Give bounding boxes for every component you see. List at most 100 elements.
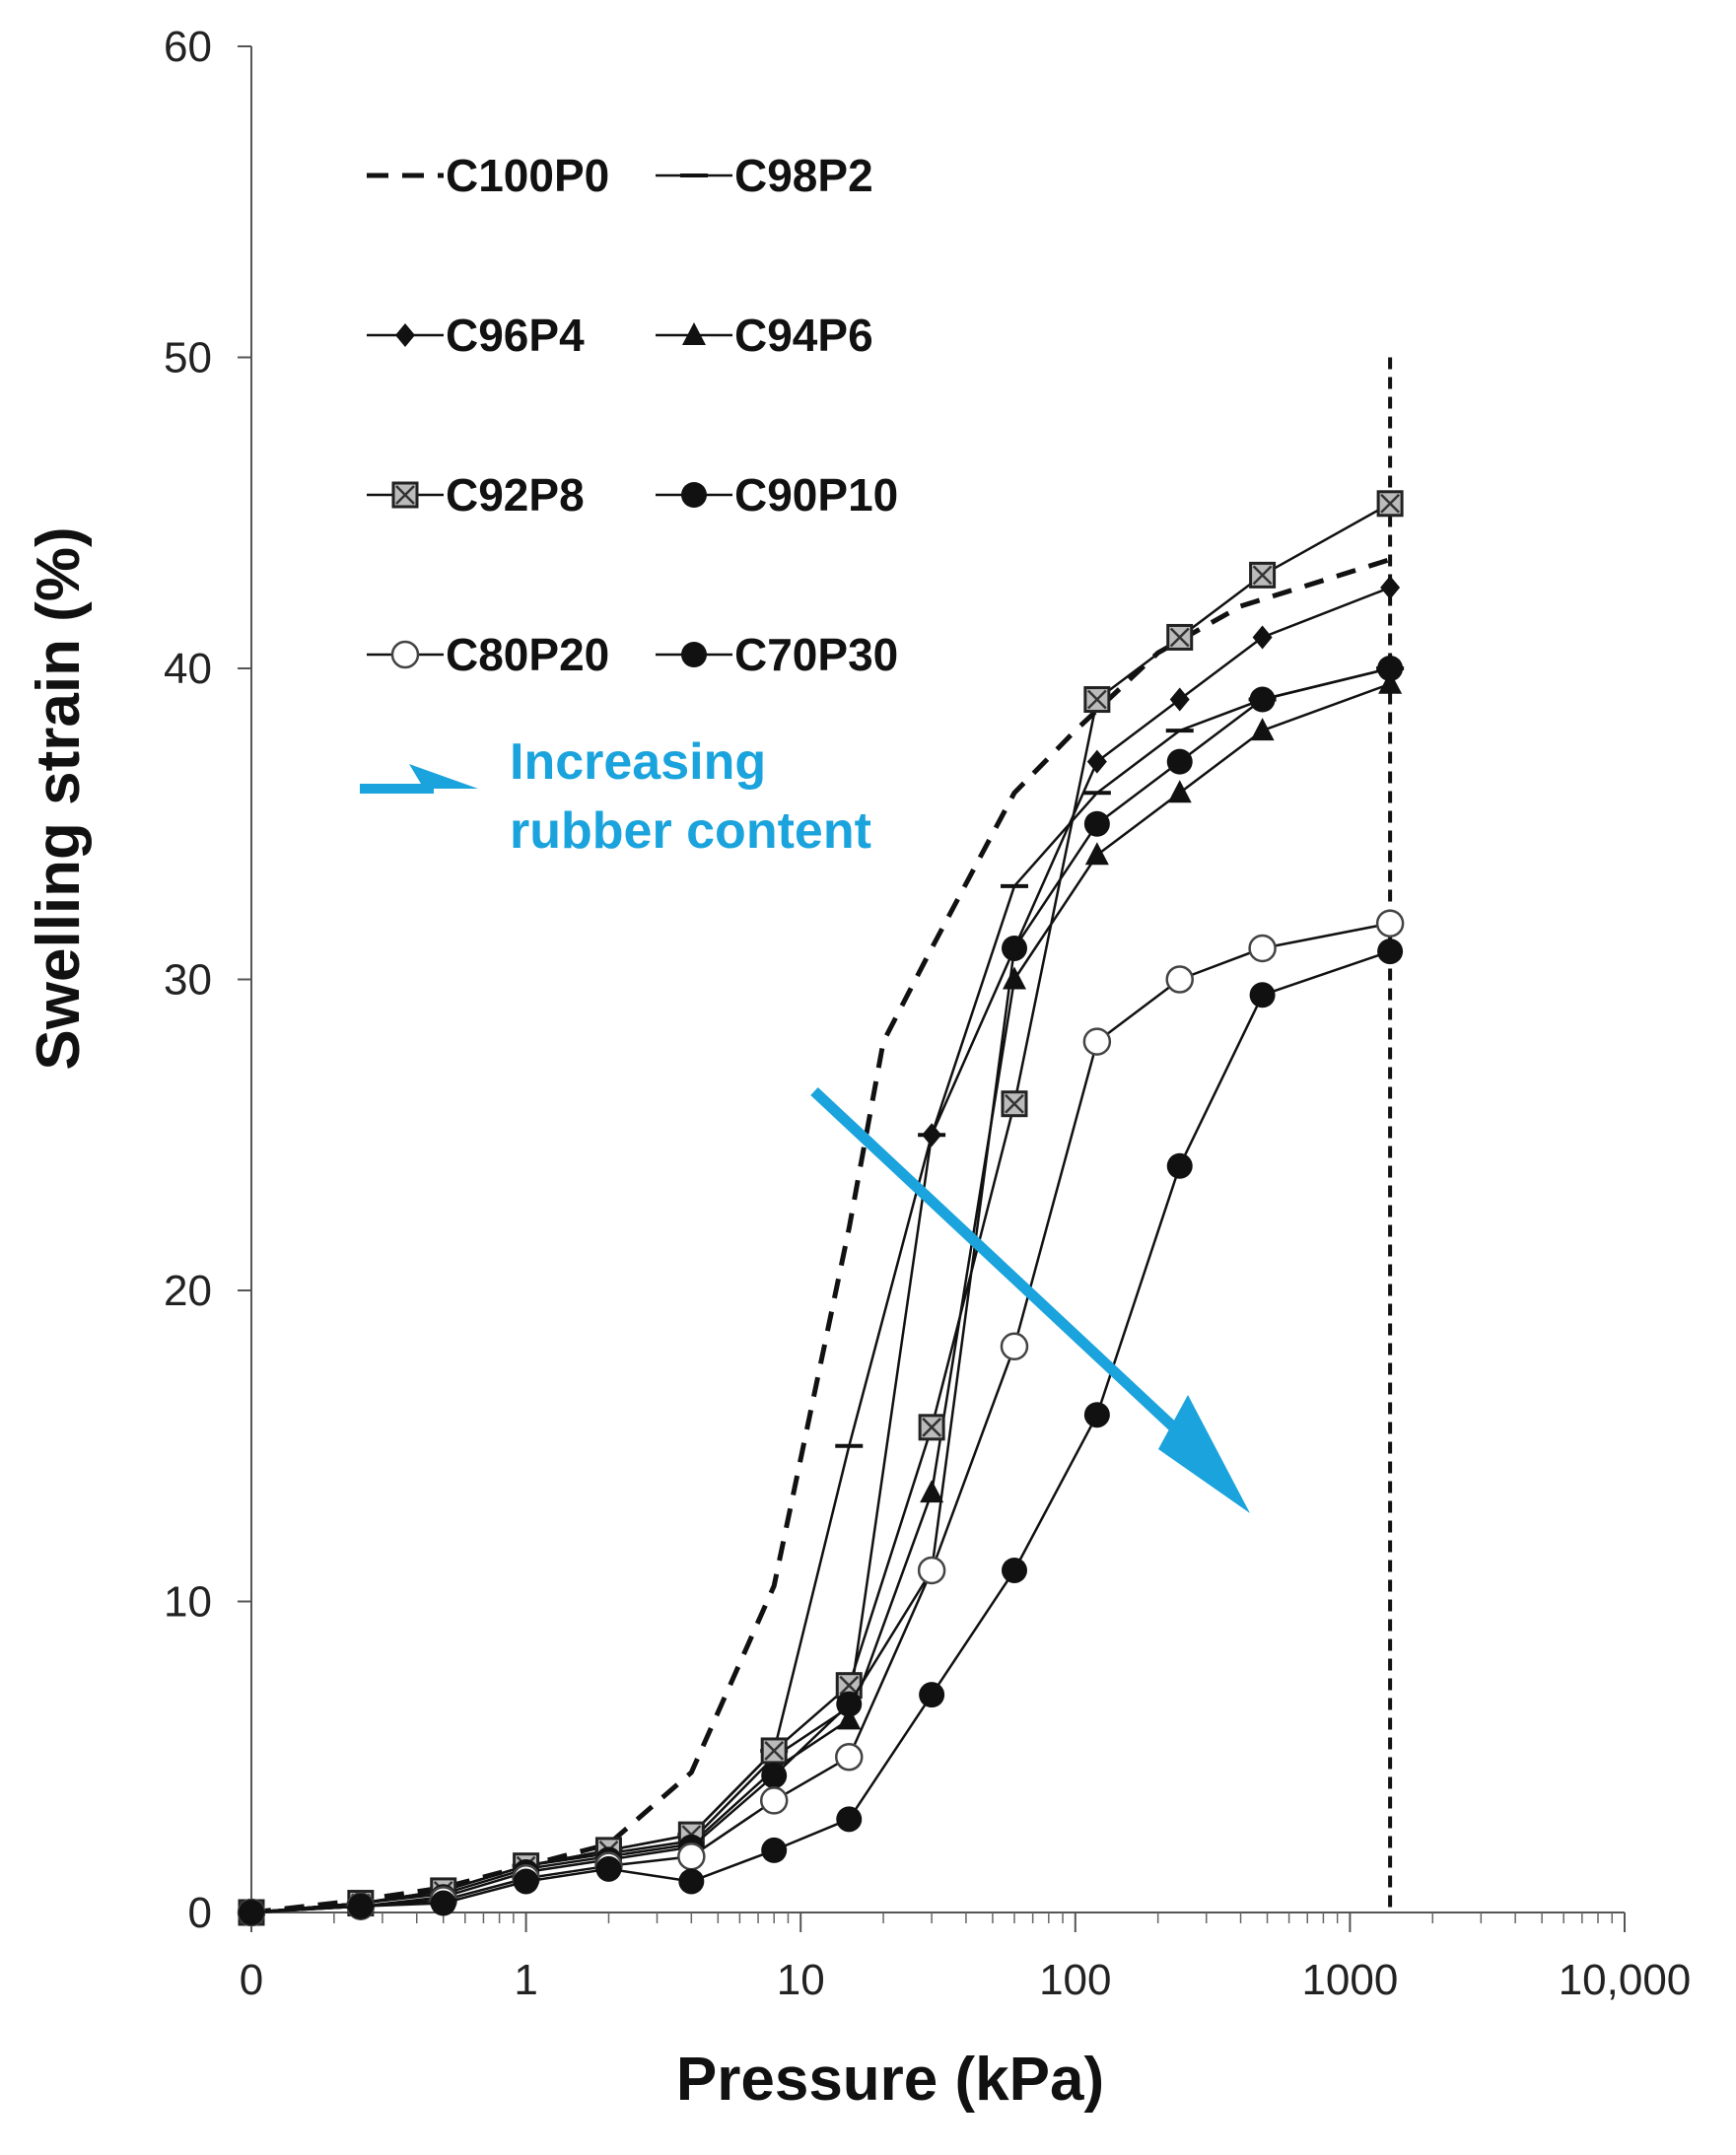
data-point-c70p30 (430, 1890, 456, 1916)
series-line-c80p20 (250, 922, 1391, 1914)
legend-item-c92p8: C92P8 (367, 469, 585, 521)
legend-marker-shape (682, 322, 706, 345)
data-point-c80p20-shape (1165, 965, 1194, 994)
legend-label: C80P20 (446, 629, 609, 680)
data-point-c96p4 (1086, 749, 1107, 774)
data-point-c70p30 (513, 1868, 539, 1895)
data-point-c96p4-shape (1252, 625, 1273, 650)
data-point-c94p6 (1250, 718, 1275, 741)
data-point-c96p4 (922, 1123, 942, 1147)
data-point-c80p20 (1375, 909, 1405, 938)
legend-marker (681, 482, 707, 508)
data-point-c90p10-shape (1001, 935, 1027, 961)
data-point-c96p4-shape (1086, 749, 1107, 774)
series-line-c92p8 (250, 502, 1391, 1914)
data-point-c80p20 (835, 1743, 864, 1772)
data-point-c80p20-shape (1375, 909, 1405, 938)
legend-marker (390, 640, 420, 669)
legend-item-c96p4: C96P4 (367, 310, 585, 361)
data-point-c80p20-shape (1248, 934, 1277, 963)
data-point-c80p20-shape (759, 1786, 789, 1815)
x-axis-title: Pressure (kPa) (676, 2046, 1104, 2114)
data-point-c94p6-shape (1250, 718, 1275, 741)
data-point-c70p30-shape (1083, 1402, 1110, 1428)
data-point-c94p6-shape (1084, 842, 1109, 866)
data-point-c90p10-shape (761, 1763, 788, 1789)
data-point-c70p30 (1001, 1557, 1027, 1583)
y-tick-label: 20 (164, 1267, 212, 1315)
data-point-c94p6 (920, 1480, 944, 1503)
legend-marker-shape (390, 640, 420, 669)
y-tick-label: 50 (164, 334, 212, 382)
data-point-c70p30-shape (1001, 1557, 1027, 1583)
data-point-c70p30-shape (919, 1682, 945, 1708)
data-point-c70p30 (1166, 1152, 1193, 1179)
data-point-c70p30-shape (430, 1890, 456, 1916)
annotation-text-line: Increasing (510, 733, 766, 791)
series-group (237, 490, 1405, 1927)
data-point-c92p8-cross (764, 1741, 785, 1761)
data-point-c92p8-cross (1169, 627, 1190, 648)
trend-arrow-shaft (810, 1086, 1212, 1464)
legend-label: C70P30 (734, 629, 898, 680)
data-point-c80p20 (759, 1786, 789, 1815)
data-point-c70p30 (1249, 982, 1276, 1008)
data-point-c80p20 (677, 1842, 706, 1871)
data-point-c94p6 (1167, 780, 1192, 803)
legend-label: C100P0 (446, 150, 609, 201)
data-point-c70p30 (836, 1806, 863, 1833)
data-point-c70p30 (1083, 1402, 1110, 1428)
data-point-c80p20-shape (917, 1556, 946, 1585)
trend-arrow-head-icon (1158, 1395, 1250, 1513)
y-tick-label: 10 (164, 1578, 212, 1627)
series-c92p8 (238, 490, 1404, 1926)
data-point-c90p10-shape (1083, 810, 1110, 837)
legend-marker (682, 322, 706, 345)
data-point-c70p30 (761, 1837, 788, 1863)
legend-marker (391, 481, 419, 509)
legend-item-c94p6: C94P6 (656, 310, 873, 361)
data-point-c70p30-shape (761, 1837, 788, 1863)
data-point-c70p30-shape (513, 1868, 539, 1895)
data-point-c70p30 (595, 1855, 622, 1882)
data-point-c92p8-cross (1252, 565, 1273, 586)
legend-marker (681, 642, 707, 667)
data-point-c70p30 (347, 1893, 374, 1919)
data-point-c94p6 (1378, 670, 1403, 694)
data-point-c70p30-shape (1249, 982, 1276, 1008)
data-point-c96p4-shape (922, 1123, 942, 1147)
x-tick-label: 100 (1039, 1956, 1111, 2004)
data-point-c92p8 (1249, 561, 1277, 589)
data-point-c94p6-shape (920, 1480, 944, 1503)
data-point-c96p4-shape (1380, 575, 1401, 599)
data-point-c94p6-shape (837, 1706, 862, 1730)
legend-item-c80p20: C80P20 (367, 629, 609, 680)
legend-label: C92P8 (446, 469, 585, 521)
data-point-c92p8 (918, 1414, 945, 1441)
data-point-c70p30 (239, 1900, 264, 1925)
data-point-c96p4 (1252, 625, 1273, 650)
data-point-c92p8-cross (1380, 493, 1400, 514)
legend-marker-shape (395, 323, 415, 347)
data-point-c70p30 (1377, 938, 1404, 965)
data-point-c70p30-shape (678, 1868, 705, 1895)
legend-marker-cross (395, 485, 415, 505)
legend-item-c70p30: C70P30 (656, 629, 898, 680)
x-tick-label: 1 (514, 1956, 537, 2004)
data-point-c90p10-shape (1166, 748, 1193, 775)
legend-label: C96P4 (446, 310, 585, 361)
series-c70p30 (239, 938, 1404, 1925)
data-point-c70p30-shape (1166, 1152, 1193, 1179)
x-tick-label: 10 (777, 1956, 825, 2004)
legend-label: C98P2 (734, 150, 873, 201)
data-point-c80p20 (917, 1556, 946, 1585)
x-tick-label: 0 (240, 1956, 263, 2004)
y-axis-title: Swelling strain (%) (25, 526, 93, 1070)
data-point-c80p20 (1000, 1332, 1029, 1361)
data-point-c80p20 (1082, 1027, 1112, 1056)
data-point-c92p8-cross (1086, 689, 1107, 710)
data-point-c80p20-shape (677, 1842, 706, 1871)
annotation-group: Increasing rubber content (360, 733, 1250, 1513)
